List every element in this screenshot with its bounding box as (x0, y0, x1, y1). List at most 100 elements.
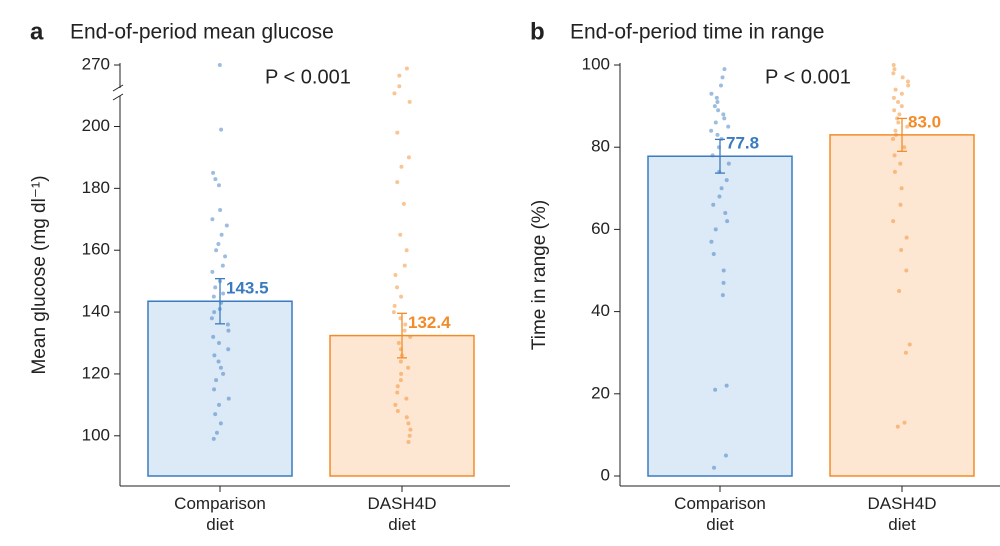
data-point (218, 421, 223, 426)
value-label: 143.5 (226, 279, 269, 298)
data-point (391, 310, 396, 315)
data-point (225, 322, 230, 327)
data-point (711, 252, 716, 257)
data-point (399, 164, 404, 169)
data-point (717, 194, 722, 199)
data-point (711, 202, 716, 207)
data-point (395, 285, 400, 290)
data-point (212, 387, 217, 392)
data-point (713, 227, 718, 232)
chart-title: End-of-period time in range (570, 21, 824, 44)
data-point (407, 433, 412, 438)
data-point (212, 310, 217, 315)
data-point (214, 430, 219, 435)
data-point (719, 186, 724, 191)
data-point (226, 347, 231, 352)
data-point (224, 223, 229, 228)
data-point (724, 383, 729, 388)
data-point (721, 280, 726, 285)
data-point (898, 202, 903, 207)
data-point (892, 153, 897, 158)
data-point (722, 67, 727, 72)
data-point (722, 116, 727, 121)
data-point (211, 294, 216, 299)
data-point (219, 232, 224, 237)
data-point (403, 322, 408, 327)
y-tick-label: 100 (82, 425, 110, 444)
data-point (718, 83, 723, 88)
data-point (408, 334, 413, 339)
data-point (402, 263, 407, 268)
data-point (397, 73, 402, 78)
data-point (905, 79, 910, 84)
data-point (392, 303, 397, 308)
data-point (211, 436, 216, 441)
data-point (395, 180, 400, 185)
data-point (393, 272, 398, 277)
data-point (892, 169, 897, 174)
data-point (725, 219, 730, 224)
data-point (217, 402, 222, 407)
data-point (216, 359, 221, 364)
data-point (396, 341, 401, 346)
data-point (219, 127, 224, 132)
value-label: 83.0 (908, 112, 941, 131)
data-point (907, 342, 912, 347)
data-point (712, 104, 717, 109)
y-tick-label: 100 (582, 54, 610, 73)
value-label: 77.8 (726, 134, 759, 153)
data-point (221, 291, 226, 296)
data-point (216, 242, 221, 247)
data-point (893, 132, 898, 137)
axis-break-gap (112, 88, 128, 96)
data-point (213, 177, 218, 182)
bar (147, 300, 293, 477)
data-point (214, 248, 219, 253)
data-point (902, 420, 907, 425)
data-point (406, 365, 411, 370)
y-tick-label: 20 (591, 383, 610, 402)
data-point (401, 201, 406, 206)
annotation: P < 0.001 (765, 66, 851, 88)
data-point (406, 155, 411, 160)
data-point (891, 136, 896, 141)
data-point (406, 421, 411, 426)
data-point (898, 161, 903, 166)
data-point (398, 359, 403, 364)
data-point (899, 186, 904, 191)
data-point (892, 108, 897, 113)
data-point (404, 248, 409, 253)
data-point (404, 396, 409, 401)
annotation: P < 0.001 (265, 66, 351, 88)
y-axis-label: Time in range (%) (529, 200, 550, 350)
x-tick-label: DASH4D diet (867, 494, 937, 534)
y-tick-label: 180 (82, 178, 110, 197)
axis-break (112, 93, 124, 101)
data-point (715, 99, 720, 104)
data-point (721, 268, 726, 273)
value-label: 132.4 (408, 313, 451, 332)
data-point (726, 161, 731, 166)
x-tick-label: DASH4D diet (367, 494, 437, 534)
data-point (709, 91, 714, 96)
data-point (220, 263, 225, 268)
data-point (713, 120, 718, 125)
data-point (899, 91, 904, 96)
y-tick-label: 140 (82, 302, 110, 321)
data-point (216, 341, 221, 346)
data-point (726, 124, 731, 129)
bar (647, 155, 793, 477)
data-point (721, 112, 726, 117)
data-point (895, 424, 900, 429)
data-point (724, 178, 729, 183)
data-point (395, 384, 400, 389)
data-point (217, 63, 222, 67)
data-point (402, 328, 407, 333)
data-point (212, 353, 217, 358)
y-tick-label: 0 (601, 465, 610, 484)
data-point (904, 235, 909, 240)
chart-title: End-of-period mean glucose (70, 21, 334, 44)
data-point (891, 63, 896, 67)
